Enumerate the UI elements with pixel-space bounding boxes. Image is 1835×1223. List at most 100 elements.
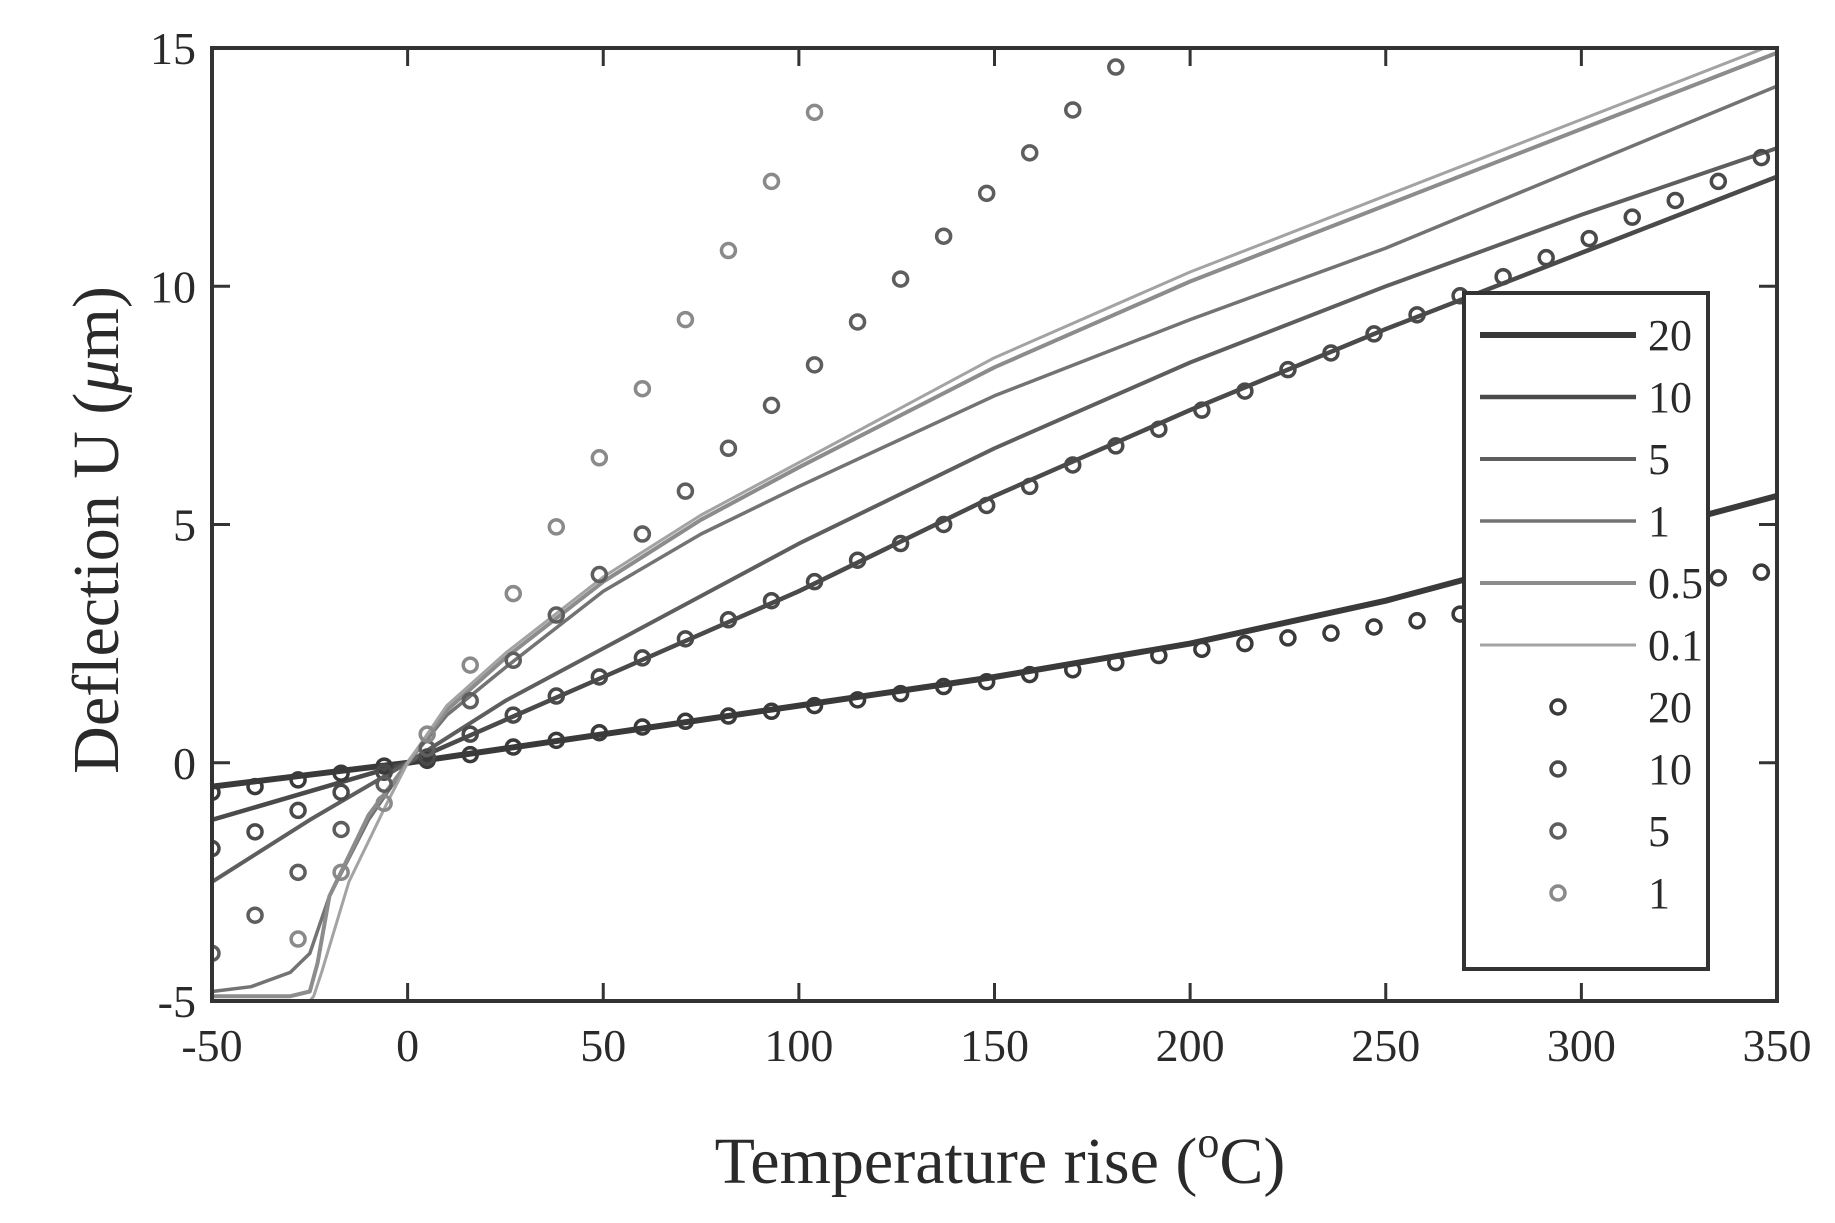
marker-point-20 bbox=[633, 718, 652, 736]
marker-point-10 bbox=[590, 668, 609, 686]
legend-items: 20 10 5 1 0.5 0.1 20 10 5 1 bbox=[1480, 311, 1703, 918]
marker-point-20 bbox=[590, 723, 609, 742]
marker-point-10 bbox=[891, 534, 910, 553]
marker-point-5 bbox=[891, 270, 910, 288]
marker-point-10 bbox=[1193, 401, 1211, 419]
marker-point-1 bbox=[461, 656, 479, 674]
marker-point-10 bbox=[332, 783, 350, 802]
marker-point-5 bbox=[1020, 144, 1039, 162]
legend-marker-swatch bbox=[1549, 760, 1567, 778]
marker-point-20 bbox=[1279, 629, 1297, 647]
legend-marker-swatch bbox=[1549, 884, 1567, 902]
marker-point-20 bbox=[504, 738, 523, 756]
marker-point-1 bbox=[332, 863, 350, 882]
marker-point-1 bbox=[633, 379, 652, 398]
marker-point-20 bbox=[762, 702, 781, 721]
marker-point-20 bbox=[934, 677, 953, 696]
marker-point-10 bbox=[289, 801, 307, 820]
marker-point-10 bbox=[212, 839, 221, 858]
marker-point-5 bbox=[504, 651, 523, 670]
marker-point-20 bbox=[719, 707, 738, 725]
marker-point-10 bbox=[762, 591, 781, 610]
marker-point-5 bbox=[676, 482, 695, 500]
marker-point-5 bbox=[1064, 101, 1082, 119]
marker-point-10 bbox=[1279, 360, 1297, 379]
marker-point-1 bbox=[375, 794, 393, 813]
marker-point-10 bbox=[1752, 148, 1771, 167]
marker-point-20 bbox=[848, 691, 867, 709]
marker-point-10 bbox=[1107, 437, 1125, 455]
marker-point-1 bbox=[719, 241, 738, 260]
marker-point-5 bbox=[762, 396, 781, 415]
marker-point-20 bbox=[289, 771, 307, 789]
series-line-20 bbox=[212, 493, 1777, 790]
marker-point-10 bbox=[633, 649, 652, 667]
marker-point-20 bbox=[805, 696, 824, 715]
marker-point-10 bbox=[1494, 267, 1512, 286]
marker-point-10 bbox=[1322, 344, 1340, 362]
marker-point-20 bbox=[1236, 634, 1254, 653]
marker-point-1 bbox=[418, 725, 436, 743]
marker-point-5 bbox=[289, 863, 307, 882]
x-tick-label: 350 bbox=[1743, 1020, 1812, 1071]
marker-point-5 bbox=[590, 565, 609, 584]
marker-point-10 bbox=[1666, 191, 1685, 210]
marker-point-10 bbox=[461, 725, 479, 743]
marker-point-5 bbox=[977, 184, 996, 203]
legend-marker-swatch bbox=[1549, 698, 1567, 716]
marker-point-10 bbox=[848, 551, 867, 569]
marker-point-5 bbox=[1107, 58, 1125, 76]
legend-label: 1 bbox=[1648, 497, 1670, 546]
marker-point-5 bbox=[934, 227, 953, 245]
marker-point-5 bbox=[212, 944, 221, 963]
y-tick-label: 5 bbox=[173, 500, 196, 551]
marker-point-10 bbox=[504, 706, 523, 724]
marker-point-20 bbox=[547, 731, 566, 750]
axis-ticks bbox=[210, 46, 1779, 1003]
x-axis-label: Temperature rise (oC) bbox=[715, 1118, 1286, 1198]
x-tick-label: 0 bbox=[396, 1020, 419, 1071]
y-tick-label: -5 bbox=[158, 976, 196, 1027]
marker-point-20 bbox=[332, 764, 350, 782]
legend: 20 10 5 1 0.5 0.1 20 10 5 1 bbox=[1462, 291, 1710, 971]
marker-point-1 bbox=[805, 103, 824, 122]
marker-point-5 bbox=[805, 356, 824, 374]
marker-point-20 bbox=[891, 684, 910, 703]
marker-point-20 bbox=[1365, 618, 1383, 636]
marker-point-10 bbox=[1580, 229, 1598, 248]
marker-point-5 bbox=[547, 606, 566, 624]
series-line-10 bbox=[212, 174, 1777, 823]
marker-point-20 bbox=[1709, 569, 1728, 587]
marker-point-20 bbox=[375, 757, 393, 775]
marker-point-10 bbox=[547, 687, 566, 705]
marker-point-20 bbox=[977, 672, 996, 691]
marker-point-10 bbox=[418, 748, 436, 766]
marker-point-1 bbox=[547, 518, 566, 536]
marker-point-10 bbox=[1236, 382, 1254, 400]
legend-label: 5 bbox=[1648, 435, 1670, 484]
y-tick-label: 15 bbox=[150, 23, 196, 74]
marker-point-10 bbox=[1150, 420, 1168, 438]
legend-label: 10 bbox=[1648, 373, 1692, 422]
marker-point-10 bbox=[246, 823, 264, 841]
marker-point-1 bbox=[504, 584, 523, 603]
marker-point-10 bbox=[934, 515, 953, 534]
marker-point-10 bbox=[1020, 477, 1039, 496]
marker-point-10 bbox=[1623, 208, 1641, 226]
plot-markers bbox=[212, 58, 1771, 963]
marker-point-1 bbox=[289, 930, 307, 948]
y-tick-label: 0 bbox=[173, 738, 196, 789]
marker-point-10 bbox=[375, 763, 393, 782]
series-line-5 bbox=[212, 146, 1777, 884]
legend-label: 20 bbox=[1648, 311, 1692, 360]
marker-point-10 bbox=[1408, 306, 1426, 324]
marker-point-10 bbox=[676, 630, 695, 648]
marker-point-10 bbox=[1064, 456, 1082, 474]
marker-point-10 bbox=[977, 496, 996, 515]
marker-point-20 bbox=[1107, 653, 1125, 672]
marker-point-20 bbox=[1020, 665, 1039, 684]
marker-point-5 bbox=[848, 313, 867, 331]
marker-point-5 bbox=[332, 820, 350, 839]
